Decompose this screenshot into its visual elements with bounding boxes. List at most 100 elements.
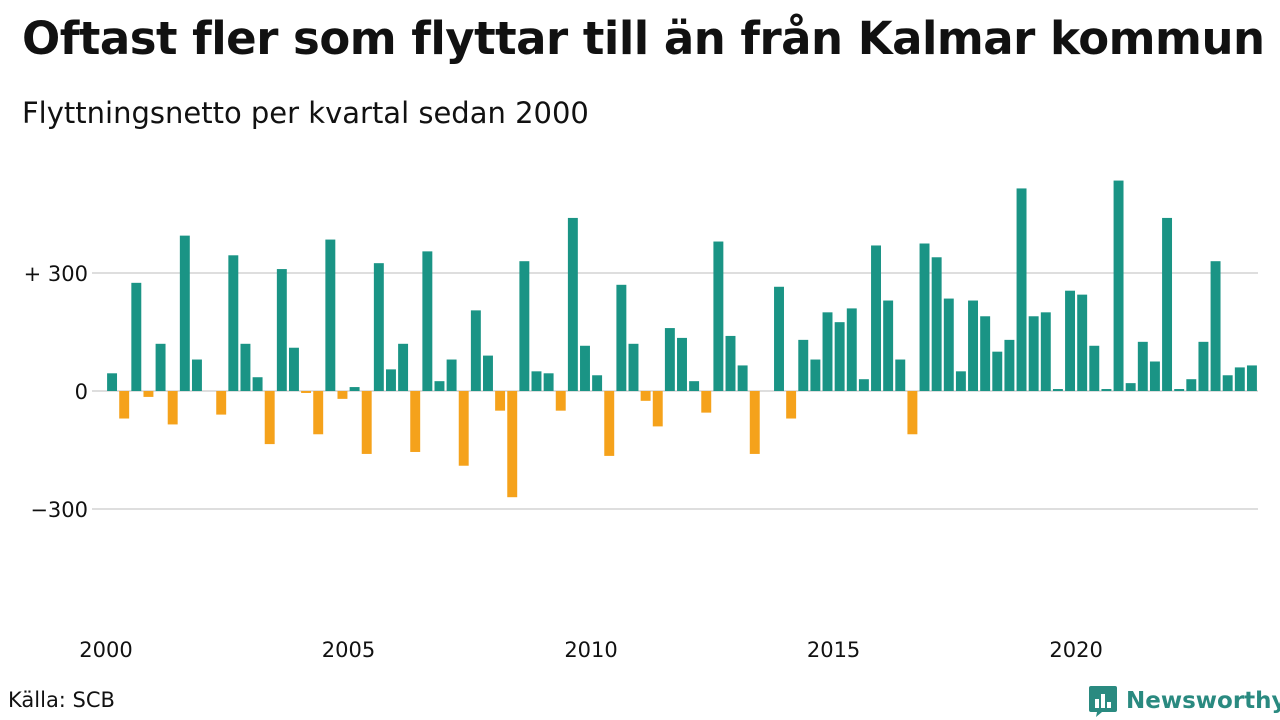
bar: [931, 257, 942, 391]
brand-name: Newsworthy: [1126, 688, 1280, 714]
bar: [216, 391, 227, 415]
bar: [155, 343, 166, 391]
bar: [640, 391, 651, 401]
bar: [228, 255, 239, 391]
bar: [604, 391, 615, 456]
bar: [992, 351, 1003, 391]
source-note: Källa: SCB: [8, 688, 115, 712]
bar: [446, 359, 457, 391]
bar: [883, 300, 894, 391]
bar: [786, 391, 797, 419]
bar: [276, 269, 287, 391]
bar: [458, 391, 469, 466]
bar: [955, 371, 966, 391]
bar: [167, 391, 178, 425]
bar: [1101, 389, 1112, 391]
y-tick-label: + 300: [24, 262, 88, 286]
bar: [555, 391, 566, 411]
x-tick-label: 2005: [322, 638, 375, 662]
bar: [361, 391, 372, 454]
bar: [664, 328, 675, 391]
chart-title: Oftast fler som flyttar till än från Kal…: [22, 12, 1265, 65]
bar: [1065, 290, 1076, 391]
bar: [434, 381, 445, 391]
x-tick-label: 2015: [807, 638, 860, 662]
bar: [386, 369, 396, 391]
bar: [1174, 389, 1185, 391]
bar: [1004, 339, 1015, 391]
bar: [737, 365, 748, 391]
bar: [1186, 379, 1197, 391]
bar: [689, 381, 700, 391]
bar: [1222, 375, 1233, 391]
bar: [301, 391, 312, 393]
bar: [677, 337, 687, 391]
bar: [1137, 341, 1148, 391]
bar: [179, 235, 190, 391]
bar: [895, 359, 906, 391]
bar-chart-icon: [1089, 686, 1117, 717]
bar: [422, 251, 433, 391]
bar: [240, 343, 251, 391]
bar: [264, 391, 275, 445]
bar: [592, 375, 603, 391]
bar: [252, 377, 263, 391]
bar: [1125, 383, 1136, 391]
chart-subtitle: Flyttningsnetto per kvartal sedan 2000: [22, 96, 589, 130]
bar: [470, 310, 481, 391]
y-tick-label: −300: [30, 498, 88, 522]
bar: [337, 391, 348, 399]
bar: [325, 239, 336, 391]
bar: [1113, 180, 1124, 391]
bar: [507, 391, 518, 498]
bar: [1149, 361, 1160, 391]
bar: [1028, 316, 1039, 391]
x-tick-label: 2000: [79, 638, 132, 662]
bar: [943, 298, 954, 391]
bar: [143, 391, 154, 397]
bar: [846, 308, 857, 391]
bar: [483, 355, 493, 391]
bar: [810, 359, 821, 391]
bar: [871, 245, 881, 391]
bar: [1246, 365, 1257, 391]
bar: [373, 263, 384, 391]
bar: [1077, 294, 1088, 391]
bar: [1198, 341, 1209, 391]
bar: [1052, 389, 1063, 391]
bar: [531, 371, 542, 391]
bar: [713, 241, 724, 391]
bar: [725, 335, 736, 391]
bar: [980, 316, 991, 391]
bar: [1089, 345, 1100, 391]
bar: [798, 339, 809, 391]
bar: [543, 373, 554, 391]
bar: [1040, 312, 1051, 391]
bar: [616, 284, 627, 391]
bar: [1162, 217, 1173, 391]
bar: [495, 391, 506, 411]
bar: [191, 359, 202, 391]
bar: [834, 322, 845, 391]
bar: [919, 243, 930, 391]
bar: [701, 391, 712, 413]
bar: [119, 391, 130, 419]
bar: [1016, 188, 1027, 391]
bar: [580, 345, 590, 391]
bar: [858, 379, 869, 391]
bar: [349, 387, 360, 391]
bar: [1210, 261, 1221, 391]
bar: [410, 391, 421, 452]
bar: [313, 391, 324, 435]
bar: [131, 282, 142, 391]
x-tick-label: 2020: [1049, 638, 1102, 662]
bar: [288, 347, 299, 391]
bar: [107, 373, 118, 391]
bar: [1234, 367, 1245, 391]
bar: [628, 343, 639, 391]
bar: [774, 286, 784, 391]
bar: [567, 217, 578, 391]
bar: [907, 391, 918, 435]
bar: [968, 300, 978, 391]
